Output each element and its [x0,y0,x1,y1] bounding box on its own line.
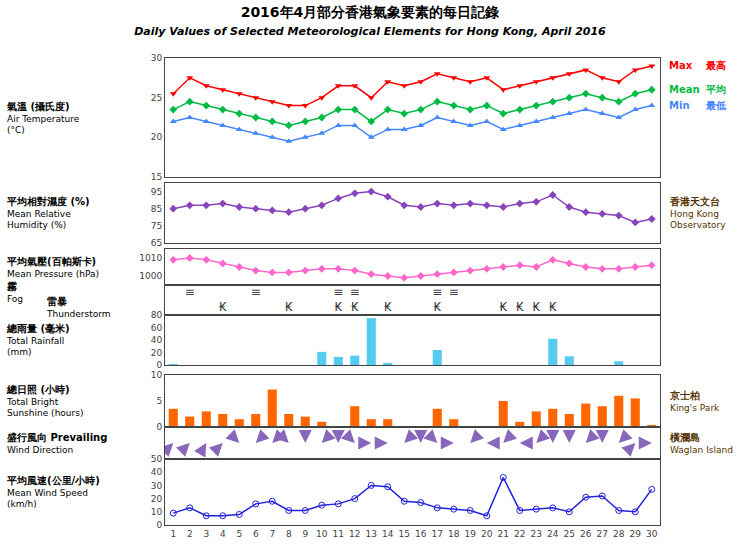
svg-text:17: 17 [432,529,443,539]
svg-text:Min: Min [669,100,690,111]
svg-text:₭: ₭ [549,300,557,314]
svg-text:Mean: Mean [669,84,700,95]
svg-text:橫瀾島Waglan Island: 橫瀾島Waglan Island [669,432,733,455]
svg-text:0: 0 [156,360,162,370]
svg-text:85: 85 [151,204,162,214]
svg-text:氣溫 (攝氏度)Air Temperature(°C): 氣溫 (攝氏度)Air Temperature(°C) [6,101,80,135]
svg-text:20: 20 [151,494,163,504]
svg-text:40: 40 [151,335,163,345]
svg-text:80: 80 [151,310,163,320]
svg-text:盛行風向 PrevailingWind Direction: 盛行風向 PrevailingWind Direction [6,432,107,455]
svg-text:最低: 最低 [705,100,726,111]
svg-text:23: 23 [531,529,542,539]
svg-text:19: 19 [465,529,477,539]
svg-text:香港天文台Hong KongObservatory: 香港天文台Hong KongObservatory [669,196,726,230]
svg-text:95: 95 [151,187,162,197]
svg-text:≡: ≡ [251,285,261,299]
svg-text:平均: 平均 [705,84,726,95]
svg-text:2016年4月部分香港氣象要素的每日記錄Daily Valu: 2016年4月部分香港氣象要素的每日記錄Daily Values of Sele… [134,4,606,38]
svg-text:₭: ₭ [516,300,524,314]
svg-text:0: 0 [156,422,162,432]
svg-text:25: 25 [151,93,162,103]
svg-text:₭: ₭ [499,300,507,314]
svg-text:30: 30 [646,529,658,539]
svg-text:總雨量 (毫米)Total Rainfall(mm): 總雨量 (毫米)Total Rainfall(mm) [6,323,70,357]
svg-text:7: 7 [269,529,275,539]
svg-text:₭: ₭ [334,300,342,314]
svg-text:3: 3 [203,529,209,539]
svg-text:2: 2 [187,529,193,539]
svg-text:≡: ≡ [432,285,442,299]
svg-text:28: 28 [613,529,625,539]
svg-text:15: 15 [151,172,162,182]
svg-text:≡: ≡ [350,285,360,299]
svg-text:20: 20 [481,529,493,539]
svg-text:₭: ₭ [532,300,540,314]
svg-text:22: 22 [514,529,525,539]
svg-text:5: 5 [236,529,242,539]
svg-text:0: 0 [156,520,162,530]
svg-text:10: 10 [151,370,163,380]
svg-text:60: 60 [151,323,163,333]
svg-text:1010: 1010 [139,253,162,263]
svg-text:Max: Max [669,60,693,71]
svg-text:≡: ≡ [449,285,459,299]
svg-text:雷暴Thunderstorm: 雷暴Thunderstorm [46,296,111,319]
svg-text:29: 29 [630,529,642,539]
svg-text:15: 15 [399,529,410,539]
svg-text:20: 20 [151,132,163,142]
svg-text:25: 25 [564,529,575,539]
svg-text:18: 18 [448,529,460,539]
svg-text:10: 10 [316,529,328,539]
svg-text:總日照 (小時)Total BrightSunshine (: 總日照 (小時)Total BrightSunshine (hours) [6,384,83,418]
svg-text:30: 30 [151,481,163,491]
svg-text:霧Fog: 霧Fog [6,281,23,304]
svg-text:1: 1 [170,529,176,539]
svg-text:₭: ₭ [219,300,227,314]
svg-text:65: 65 [151,238,162,248]
svg-text:8: 8 [286,529,292,539]
svg-text:₭: ₭ [384,300,392,314]
svg-text:最高: 最高 [705,60,726,71]
svg-text:₭: ₭ [285,300,293,314]
svg-text:11: 11 [333,529,344,539]
svg-text:40: 40 [151,467,163,477]
svg-text:50: 50 [151,454,163,464]
svg-text:24: 24 [547,529,559,539]
svg-text:9: 9 [302,529,308,539]
svg-text:1000: 1000 [139,271,162,281]
svg-text:₭: ₭ [433,300,441,314]
svg-text:≡: ≡ [185,285,195,299]
svg-text:16: 16 [415,529,427,539]
svg-text:21: 21 [498,529,509,539]
svg-text:4: 4 [220,529,226,539]
svg-text:₭: ₭ [351,300,359,314]
svg-text:平均風速(公里/小時)Mean Wind Speed(km/: 平均風速(公里/小時)Mean Wind Speed(km/h) [6,475,100,509]
svg-text:≡: ≡ [333,285,343,299]
svg-text:平均相對濕度 (%)Mean RelativeHumidit: 平均相對濕度 (%)Mean RelativeHumidity (%) [6,196,90,230]
svg-text:6: 6 [253,529,259,539]
svg-text:12: 12 [349,529,360,539]
svg-text:平均氣壓(百帕斯卡)Mean Pressure (hPa): 平均氣壓(百帕斯卡)Mean Pressure (hPa) [6,256,99,279]
svg-text:26: 26 [580,529,592,539]
svg-text:14: 14 [382,529,394,539]
svg-text:75: 75 [151,221,162,231]
svg-text:5: 5 [156,396,162,406]
svg-text:13: 13 [366,529,377,539]
svg-text:27: 27 [597,529,608,539]
svg-text:10: 10 [151,507,163,517]
svg-text:京士柏King's Park: 京士柏King's Park [669,390,720,413]
svg-text:20: 20 [151,348,163,358]
svg-text:30: 30 [151,53,163,63]
